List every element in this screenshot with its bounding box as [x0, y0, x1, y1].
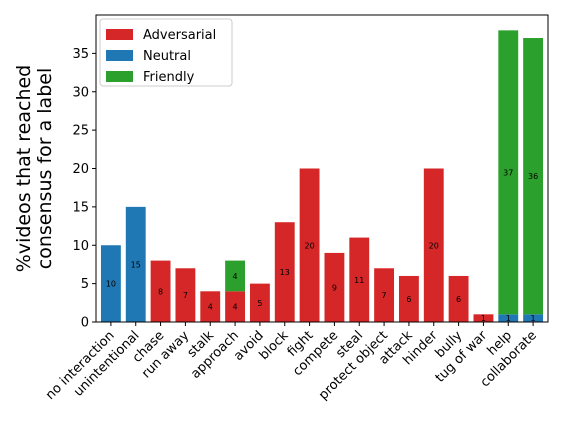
- bar-adversarial: [374, 268, 395, 322]
- bar-adversarial: [473, 314, 494, 322]
- legend-swatch: [106, 29, 133, 40]
- legend-swatch: [106, 50, 133, 61]
- bar-value-label: 11: [354, 276, 364, 285]
- legend-label: Neutral: [143, 49, 191, 64]
- bar-value-label: 8: [158, 287, 163, 296]
- legend: Adversarial Neutral Friendly: [99, 18, 233, 87]
- bar-neutral: [498, 314, 519, 322]
- bar-value-label: 20: [304, 241, 314, 250]
- bar-adversarial: [175, 268, 196, 322]
- y-tick-label: 35: [72, 47, 89, 62]
- bar-value-label: 6: [406, 295, 411, 304]
- y-tick-label: 5: [81, 277, 89, 292]
- bar-value-label: 1: [531, 314, 536, 323]
- bar-value-label: 10: [106, 280, 116, 289]
- bar-value-label: 37: [503, 168, 513, 177]
- bar-adversarial: [324, 252, 345, 322]
- bar-adversarial: [225, 291, 246, 322]
- bar-value-label: 7: [183, 291, 188, 300]
- bar-value-label: 5: [257, 299, 262, 308]
- bars: [100, 30, 544, 322]
- bar-adversarial: [349, 237, 370, 322]
- y-tick-label: 30: [72, 85, 89, 100]
- bar-neutral: [125, 206, 146, 322]
- bar-adversarial: [448, 275, 469, 322]
- y-tick-label: 25: [72, 124, 89, 139]
- x-tick-label: block: [257, 328, 292, 363]
- legend-label: Friendly: [143, 70, 195, 85]
- y-tick-label: 20: [72, 162, 89, 177]
- bar-value-label: 1: [506, 314, 511, 323]
- bar-value-label: 4: [233, 303, 238, 312]
- bar-value-label: 15: [131, 260, 141, 269]
- bar-adversarial: [299, 168, 320, 322]
- bar-adversarial: [398, 275, 419, 322]
- bar-value-label: 36: [528, 172, 538, 181]
- y-axis-ticks: 0 5 10 15 20 25 30 35: [72, 47, 96, 331]
- bar-friendly: [523, 38, 544, 315]
- y-tick-label: 10: [72, 239, 89, 254]
- bar-adversarial: [200, 291, 221, 322]
- legend-swatch: [106, 71, 133, 82]
- bar-friendly: [225, 260, 246, 292]
- bar-value-label: 7: [382, 291, 387, 300]
- y-tick-label: 0: [81, 316, 89, 331]
- bar-adversarial: [274, 222, 295, 322]
- y-axis-title: %videos that reached consensus for a labe…: [13, 65, 56, 272]
- bar-value-label: 13: [280, 268, 290, 277]
- bar-friendly: [498, 30, 519, 315]
- y-axis-title-line: consensus for a label: [34, 68, 56, 269]
- bar-adversarial: [423, 168, 444, 322]
- bar-value-label: 4: [233, 272, 238, 281]
- bar-value-label: 9: [332, 283, 337, 292]
- plot-frame: [95, 14, 549, 323]
- y-tick-label: 15: [72, 200, 89, 215]
- bar-value-label: 6: [456, 295, 461, 304]
- bar-neutral: [523, 314, 544, 322]
- y-axis-title-line: %videos that reached: [13, 65, 35, 272]
- bar-neutral: [100, 245, 121, 322]
- bar-adversarial: [150, 260, 171, 322]
- bar-value-label: 4: [208, 303, 213, 312]
- legend-label: Adversarial: [143, 28, 216, 43]
- bar-adversarial: [249, 283, 270, 322]
- bar-value-label: 20: [429, 241, 439, 250]
- bar-value-label: 1: [481, 314, 486, 323]
